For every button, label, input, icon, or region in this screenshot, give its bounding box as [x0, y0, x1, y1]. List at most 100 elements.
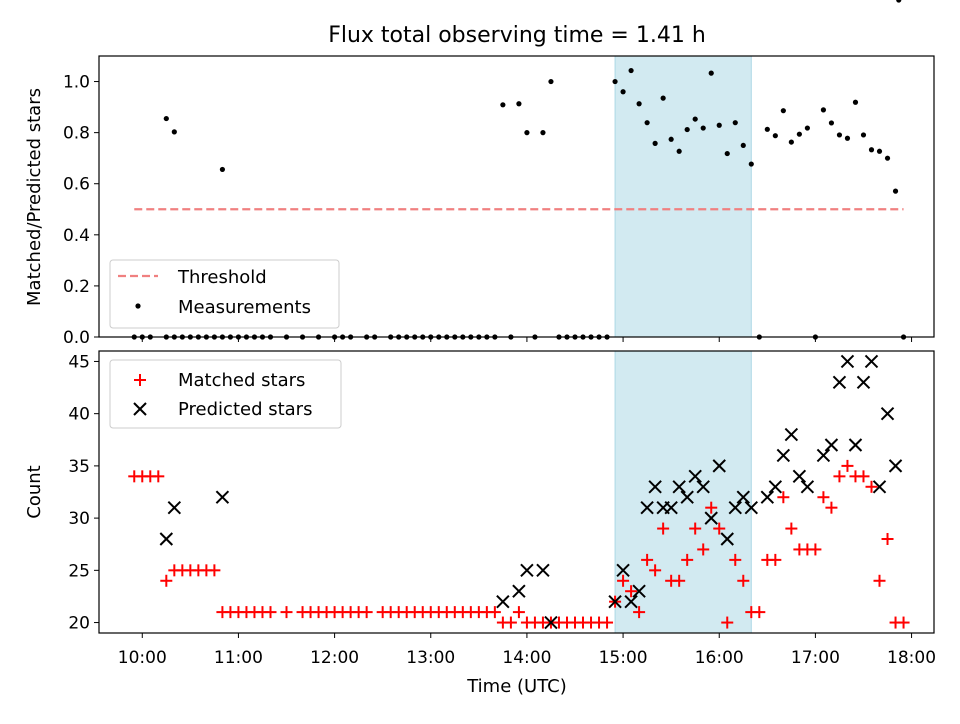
- matched-star-marker: [785, 522, 798, 535]
- matched-star-marker: [152, 470, 165, 483]
- matched-star-marker: [160, 574, 173, 587]
- measurement-point: [660, 95, 666, 101]
- matched-star-marker: [777, 491, 790, 504]
- measurement-points: [131, 0, 907, 340]
- predicted-star-marker: [824, 438, 839, 452]
- predicted-star-marker: [520, 563, 534, 578]
- matched-star-marker: [617, 574, 630, 587]
- bottom-highlight-span: [614, 350, 752, 634]
- x-tick-label: 11:00: [214, 648, 263, 668]
- matched-star-marker: [673, 574, 686, 587]
- measurement-point: [684, 126, 690, 133]
- measurement-point: [644, 120, 650, 126]
- matched-star-marker: [504, 616, 517, 629]
- bottom-y-tick-label: 35: [68, 457, 90, 477]
- matched-star-marker: [657, 522, 670, 535]
- predicted-star-marker: [768, 480, 783, 494]
- measurement-point: [652, 140, 658, 146]
- measurement-point: [772, 133, 778, 139]
- x-tick-label: 14:00: [502, 648, 551, 668]
- measurement-point: [868, 147, 875, 153]
- top-y-tick-label: 0.0: [63, 328, 90, 348]
- legend-matched-label: Matched stars: [178, 370, 305, 391]
- predicted-star-marker: [800, 480, 815, 494]
- top-y-tick-label: 0.8: [63, 124, 90, 144]
- predicted-star-marker: [720, 532, 734, 546]
- predicted-star-marker: [167, 500, 182, 515]
- top-y-tick-label: 0.2: [63, 277, 90, 297]
- matched-star-marker: [360, 606, 373, 619]
- matched-star-marker: [488, 606, 501, 619]
- x-tick-label: 16:00: [695, 648, 744, 668]
- predicted-star-marker: [696, 480, 710, 494]
- top-y-axis-label: Matched/Predicted stars: [24, 88, 45, 306]
- measurement-point: [884, 155, 891, 161]
- bottom-y-axis-label: Count: [24, 465, 45, 518]
- x-tick-label: 12:00: [310, 648, 359, 668]
- measurement-point: [163, 115, 169, 122]
- predicted-star-marker: [832, 375, 847, 390]
- matched-star-marker: [897, 616, 910, 629]
- top-y-tick-label: 1.0: [63, 73, 90, 93]
- measurement-point: [700, 125, 706, 131]
- measurement-point: [820, 107, 827, 113]
- matched-star-marker: [625, 585, 638, 598]
- bottom-y-tick-label: 45: [68, 352, 90, 372]
- predicted-star-marker: [736, 490, 750, 504]
- matched-star-marker: [817, 491, 830, 504]
- matched-star-marker: [705, 501, 718, 514]
- predicted-star-marker: [664, 500, 678, 515]
- measurement-point: [708, 70, 714, 76]
- measurement-point: [628, 67, 634, 74]
- legend-measurements-swatch: [135, 303, 141, 309]
- predicted-star-marker: [688, 469, 702, 484]
- matched-star-marker: [841, 459, 854, 472]
- x-tick-label: 10:00: [118, 648, 167, 668]
- predicted-star-marker: [624, 594, 638, 609]
- predicted-star-marker: [608, 594, 622, 609]
- top-y-ticks: 0.0 0.2 0.4 0.6 0.8 1.0: [63, 73, 99, 348]
- matched-star-marker: [697, 543, 710, 556]
- predicted-star-marker: [816, 448, 831, 463]
- predicted-stars-points: [159, 354, 903, 630]
- top-legend-box: [109, 259, 340, 329]
- top-y-tick-label: 0.6: [63, 175, 90, 195]
- predicted-star-marker: [544, 615, 558, 630]
- matched-star-marker: [809, 543, 822, 556]
- measurement-point: [896, 0, 902, 3]
- predicted-star-marker: [880, 406, 895, 421]
- measurement-point: [676, 148, 682, 154]
- bottom-panel: 20 25 30 35 40 45 10:00 11:00 12:00 13:00 14:00 15…: [24, 350, 936, 697]
- measurement-point: [692, 116, 698, 122]
- measurement-point: [548, 78, 554, 85]
- predicted-star-marker: [215, 490, 230, 504]
- measurement-point: [668, 136, 674, 142]
- measurement-point: [828, 120, 835, 126]
- predicted-star-marker: [728, 500, 742, 515]
- top-x-tick-marks: [141, 337, 913, 342]
- predicted-star-marker: [640, 500, 654, 515]
- measurement-point: [860, 132, 867, 138]
- predicted-star-marker: [712, 459, 726, 473]
- measurement-point: [732, 120, 738, 126]
- matched-star-marker: [881, 533, 894, 545]
- measurement-point: [836, 132, 843, 138]
- measurement-point: [540, 130, 546, 136]
- predicted-star-marker: [784, 427, 799, 442]
- predicted-star-marker: [632, 584, 646, 598]
- measurement-point: [516, 101, 522, 107]
- predicted-star-marker: [792, 469, 807, 484]
- measurement-point: [876, 148, 883, 154]
- bottom-axes-frame: [98, 350, 935, 634]
- bottom-y-ticks: 20 25 30 35 40 45: [68, 352, 99, 634]
- matched-star-marker: [753, 606, 766, 619]
- measurement-point: [892, 188, 899, 194]
- measurement-point: [636, 101, 642, 107]
- matched-star-marker: [865, 480, 878, 493]
- legend-matched-swatch: [134, 374, 146, 386]
- measurement-point: [748, 161, 754, 167]
- measurement-point: [796, 131, 802, 137]
- measurement-point: [844, 135, 851, 141]
- predicted-star-marker: [159, 532, 174, 546]
